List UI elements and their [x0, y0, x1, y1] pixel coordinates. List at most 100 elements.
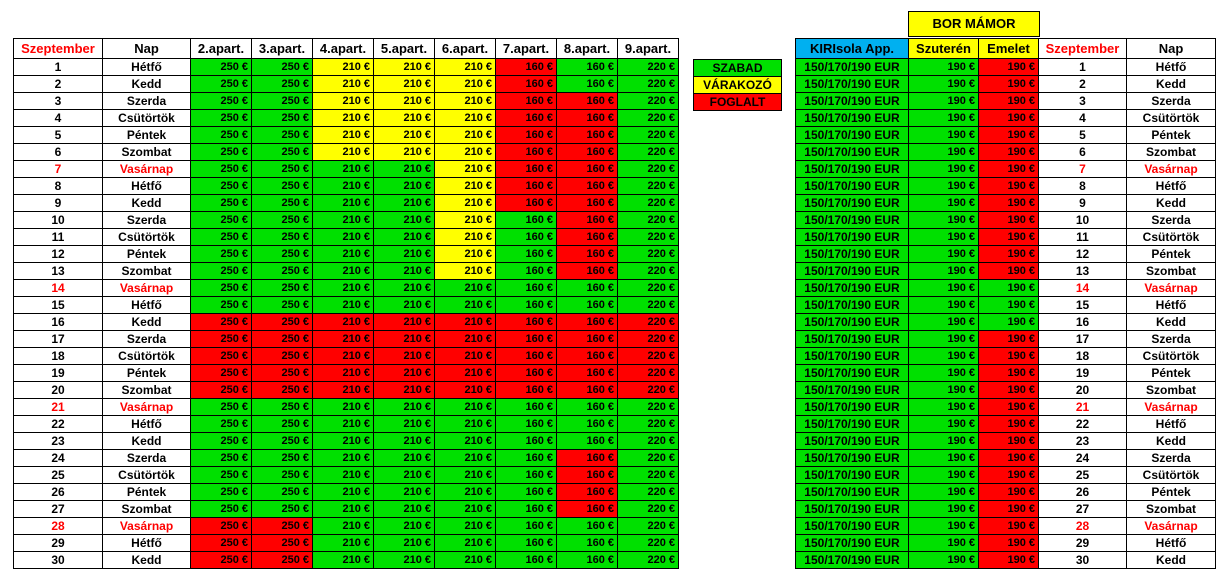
emelet-price-cell: 190 € [978, 92, 1039, 110]
table-row: 150/170/190 EUR 190 €190 €25 Csütörtök [795, 466, 1216, 484]
apartment-price-cell: 210 € [312, 449, 374, 467]
apartment-price-cell: 160 € [556, 296, 618, 314]
apartment-price-cell: 210 € [434, 228, 496, 246]
table-row: 150/170/190 EUR 190 €190 €24 Szerda [795, 449, 1216, 467]
day-number: 19 [1038, 364, 1127, 382]
apartment-price-cell: 160 € [495, 279, 557, 297]
apartment-price-cell: 160 € [495, 75, 557, 93]
emelet-price-cell: 190 € [978, 228, 1039, 246]
szuteren-price-cell: 190 € [908, 432, 979, 450]
emelet-price-cell: 190 € [978, 211, 1039, 229]
day-number: 20 [1038, 381, 1127, 399]
table-row: 150/170/190 EUR 190 €190 €23 Kedd [795, 432, 1216, 450]
apartment-price-cell: 250 € [190, 466, 252, 484]
table-row: 28 Vasárnap 250 €250 €210 €210 €210 €160 €… [13, 517, 679, 535]
kirisola-price-cell: 150/170/190 EUR [795, 262, 909, 280]
table-row: 150/170/190 EUR 190 €190 €5 Péntek [795, 126, 1216, 144]
apartment-price-cell: 160 € [556, 245, 618, 263]
header-cell: Nap [102, 38, 191, 59]
day-number: 15 [1038, 296, 1127, 314]
szuteren-price-cell: 190 € [908, 517, 979, 535]
kirisola-price-cell: 150/170/190 EUR [795, 330, 909, 348]
apartment-price-cell: 160 € [495, 449, 557, 467]
day-name: Csütörtök [1126, 228, 1216, 246]
apartment-price-cell: 220 € [617, 211, 679, 229]
day-name: Szerda [102, 211, 191, 229]
day-number: 19 [13, 364, 103, 382]
right-header-cell: Szeptember [1038, 38, 1127, 59]
day-number: 12 [13, 245, 103, 263]
szuteren-price-cell: 190 € [908, 330, 979, 348]
day-number: 7 [1038, 160, 1127, 178]
day-name: Csütörtök [1126, 466, 1216, 484]
kirisola-price-cell: 150/170/190 EUR [795, 398, 909, 416]
day-name: Vasárnap [1126, 398, 1216, 416]
apartment-price-cell: 160 € [495, 228, 557, 246]
legend-szabad: SZABAD [693, 59, 782, 77]
day-name: Péntek [1126, 483, 1216, 501]
apartment-price-cell: 160 € [556, 466, 618, 484]
szuteren-price-cell: 190 € [908, 228, 979, 246]
day-number: 21 [13, 398, 103, 416]
apartment-price-cell: 160 € [495, 500, 557, 518]
apartment-price-cell: 250 € [251, 364, 313, 382]
apartment-price-cell: 210 € [434, 194, 496, 212]
apartment-price-cell: 220 € [617, 245, 679, 263]
right-header-cell: Emelet [978, 38, 1039, 59]
day-name: Hétfő [102, 58, 191, 76]
apartment-price-cell: 210 € [373, 500, 435, 518]
kirisola-price-cell: 150/170/190 EUR [795, 449, 909, 467]
kirisola-price-cell: 150/170/190 EUR [795, 551, 909, 569]
table-row: 11 Csütörtök 250 €250 €210 €210 €210 €160 … [13, 228, 679, 246]
apartment-price-cell: 160 € [556, 534, 618, 552]
day-number: 17 [13, 330, 103, 348]
apartment-price-cell: 210 € [434, 143, 496, 161]
apartment-price-cell: 160 € [556, 194, 618, 212]
day-name: Kedd [1126, 432, 1216, 450]
day-number: 27 [1038, 500, 1127, 518]
apartment-price-cell: 160 € [495, 517, 557, 535]
day-number: 15 [13, 296, 103, 314]
apartment-price-cell: 220 € [617, 296, 679, 314]
day-number: 26 [13, 483, 103, 501]
day-name: Kedd [102, 432, 191, 450]
legend-body: SZABAD VÁRAKOZÓ FOGLALT [693, 59, 782, 111]
apartment-price-cell: 250 € [190, 347, 252, 365]
emelet-price-cell: 190 € [978, 398, 1039, 416]
emelet-price-cell: 190 € [978, 330, 1039, 348]
apartment-price-cell: 220 € [617, 313, 679, 331]
table-row: 13 Szombat 250 €250 €210 €210 €210 €160 €1… [13, 262, 679, 280]
apartment-price-cell: 160 € [495, 143, 557, 161]
apartment-price-cell: 250 € [190, 313, 252, 331]
day-number: 7 [13, 160, 103, 178]
apartment-price-cell: 160 € [556, 517, 618, 535]
emelet-price-cell: 190 € [978, 279, 1039, 297]
apartment-price-cell: 250 € [190, 364, 252, 382]
apartment-price-cell: 210 € [312, 143, 374, 161]
apartment-price-cell: 160 € [495, 364, 557, 382]
day-name: Vasárnap [1126, 160, 1216, 178]
apartment-price-cell: 210 € [373, 262, 435, 280]
apartment-price-cell: 210 € [312, 483, 374, 501]
day-name: Péntek [1126, 245, 1216, 263]
day-name: Hétfő [1126, 415, 1216, 433]
day-number: 9 [1038, 194, 1127, 212]
apartment-price-cell: 160 € [556, 330, 618, 348]
table-row: 27 Szombat 250 €250 €210 €210 €210 €160 €1… [13, 500, 679, 518]
table-row: 150/170/190 EUR 190 €190 €26 Péntek [795, 483, 1216, 501]
header-cell: Szeptember [13, 38, 103, 59]
day-name: Péntek [102, 483, 191, 501]
apartment-price-cell: 210 € [312, 364, 374, 382]
apartment-price-cell: 210 € [434, 211, 496, 229]
table-row: 2 Kedd 250 €250 €210 €210 €210 €160 €160 €… [13, 75, 679, 93]
apartment-price-cell: 210 € [312, 415, 374, 433]
apartment-price-cell: 250 € [190, 296, 252, 314]
apartment-price-cell: 210 € [434, 347, 496, 365]
emelet-price-cell: 190 € [978, 177, 1039, 195]
kirisola-price-cell: 150/170/190 EUR [795, 75, 909, 93]
apartment-price-cell: 160 € [556, 228, 618, 246]
day-number: 25 [13, 466, 103, 484]
apartment-price-cell: 210 € [434, 262, 496, 280]
apartment-price-cell: 250 € [251, 398, 313, 416]
apartment-price-cell: 250 € [190, 551, 252, 569]
